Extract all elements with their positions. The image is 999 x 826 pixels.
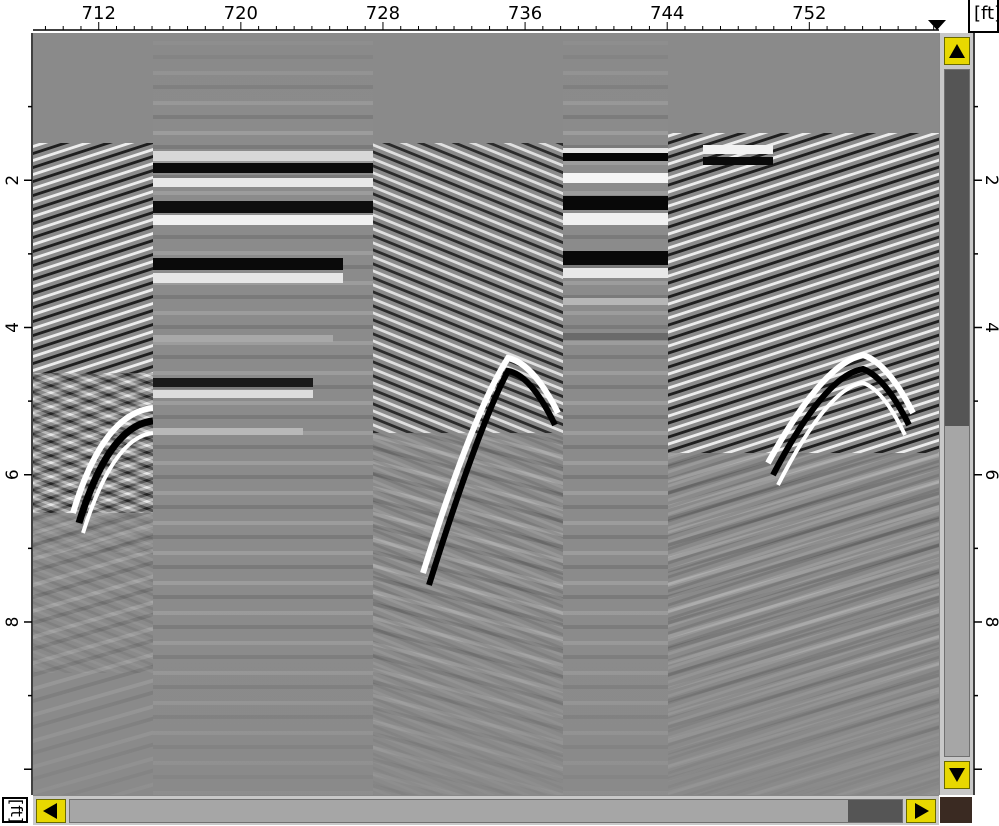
vertical-scroll-track[interactable] [944, 69, 970, 757]
depth-ruler-right-svg: 2 4 6 8 [973, 33, 999, 795]
distance-ruler-label: 720 [224, 3, 258, 24]
vertical-scroll-thumb[interactable] [945, 70, 969, 426]
distance-ruler-svg: 712 720 728 736 744 752 [33, 3, 946, 31]
distance-unit-box: [ft] [968, 0, 999, 33]
depth-ruler-label: 2 [981, 175, 999, 186]
distance-unit-label: [ft] [974, 3, 999, 24]
depth-ruler-left-labels: 2 4 6 8 [3, 175, 23, 628]
distance-ruler-label: 752 [792, 3, 826, 24]
color-swatch[interactable] [940, 797, 972, 823]
distance-ruler-label: 712 [82, 3, 116, 24]
depth-ruler-right-ticks [974, 105, 982, 770]
depth-ruler-label: 6 [3, 469, 23, 480]
arrow-right-icon [915, 803, 929, 819]
scroll-up-button[interactable] [944, 37, 970, 65]
depth-ruler-label: 6 [981, 469, 999, 480]
distance-ruler: 712 720 728 736 744 752 [ft] [0, 0, 999, 33]
depth-ruler-label: 4 [3, 322, 23, 333]
depth-unit-label: [ft] [7, 799, 26, 824]
arrow-down-icon [949, 768, 965, 782]
arrow-up-icon [949, 44, 965, 58]
arrow-left-icon [43, 803, 57, 819]
depth-ruler-left-svg: 2 4 6 8 [3, 33, 33, 795]
scroll-down-button[interactable] [944, 761, 970, 789]
corner-box [939, 795, 999, 825]
radargram-image [33, 33, 939, 795]
depth-ruler-label: 4 [981, 322, 999, 333]
depth-ruler-left-ticks [24, 105, 32, 770]
vertical-scrollbar[interactable] [939, 33, 973, 795]
depth-ruler-right: 2 4 6 8 [973, 33, 999, 795]
depth-unit-box: [ft] [0, 795, 33, 825]
depth-ruler-label: 8 [3, 617, 23, 628]
position-marker-icon[interactable] [928, 20, 946, 30]
depth-ruler-right-labels: 2 4 6 8 [981, 175, 999, 628]
radargram-canvas[interactable] [33, 33, 939, 795]
depth-ruler-left: 2 4 6 8 [0, 33, 33, 795]
horizontal-scroll-thumb[interactable] [848, 800, 902, 822]
distance-ruler-label: 728 [366, 3, 400, 24]
horizontal-scrollbar[interactable] [33, 795, 939, 825]
scroll-right-button[interactable] [906, 799, 936, 823]
depth-ruler-label: 2 [3, 175, 23, 186]
distance-ruler-ticks [44, 22, 935, 30]
scroll-left-button[interactable] [36, 799, 66, 823]
horizontal-scroll-track[interactable] [69, 799, 903, 823]
depth-ruler-label: 8 [981, 617, 999, 628]
distance-ruler-label: 736 [508, 3, 542, 24]
distance-ruler-labels: 712 720 728 736 744 752 [82, 3, 827, 24]
distance-ruler-label: 744 [650, 3, 684, 24]
